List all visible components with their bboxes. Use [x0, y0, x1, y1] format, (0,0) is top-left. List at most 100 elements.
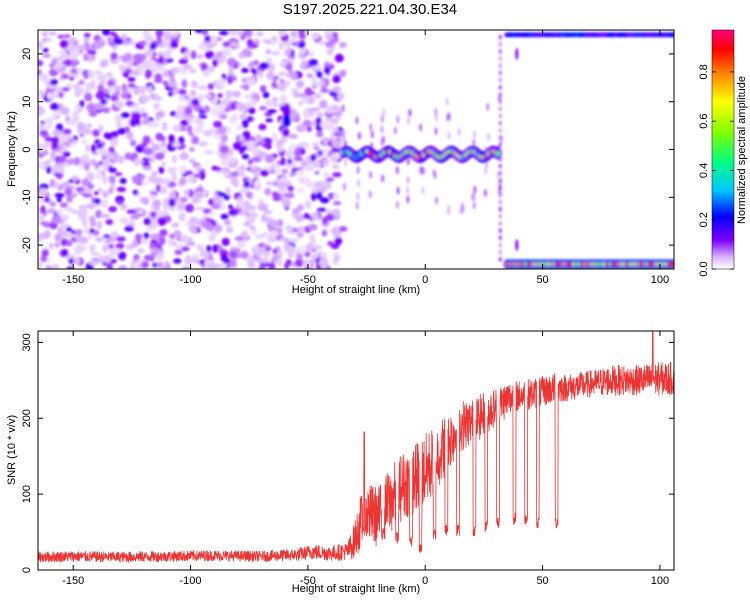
heatmap-cell [128, 39, 135, 46]
heatmap-cell [93, 40, 103, 50]
heatmap-cell [227, 204, 234, 210]
heatmap-cell [151, 143, 161, 152]
colorbar-tick-label: 0.6 [698, 114, 710, 129]
heatmap-cell [325, 106, 334, 115]
heatmap-cell [219, 153, 229, 160]
heatmap-cell [228, 64, 234, 73]
heatmap-cell [472, 138, 476, 147]
heatmap-cell [110, 95, 118, 101]
heatmap-cell [38, 199, 45, 205]
heatmap-cell [483, 189, 487, 197]
heatmap-cell [294, 112, 300, 120]
heatmap-cell [109, 31, 117, 37]
heatmap-cell [78, 79, 85, 86]
heatmap-cell [170, 68, 177, 75]
heatmap-cell [237, 30, 243, 37]
heatmap-cell [132, 53, 143, 62]
heatmap-cell [275, 140, 285, 146]
heatmap-cell [202, 69, 210, 78]
heatmap-cell [231, 113, 238, 122]
heatmap-cell [669, 32, 674, 38]
heatmap-cell [264, 187, 272, 196]
heatmap-cell [244, 101, 252, 109]
heatmap-cell [304, 200, 312, 209]
heatmap-cell [287, 185, 294, 192]
heatmap-cell [162, 50, 172, 59]
heatmap-cell [172, 31, 179, 38]
heatmap-cell [59, 202, 68, 208]
heatmap-cell [325, 213, 335, 222]
heatmap-cell [108, 175, 116, 184]
heatmap-cells [38, 30, 674, 269]
heatmap-cell [130, 260, 138, 265]
heatmap-cell [88, 172, 95, 182]
heatmap-cell [314, 170, 320, 175]
heatmap-cell [333, 126, 339, 133]
heatmap-cell [38, 90, 43, 98]
heatmap-cell [125, 100, 134, 107]
heatmap-cell [281, 198, 291, 208]
heatmap-cell [82, 217, 88, 227]
heatmap-cell [181, 266, 191, 269]
heatmap-cell [325, 209, 333, 215]
heatmap-cell [126, 209, 137, 215]
heatmap-cell [88, 54, 94, 63]
heatmap-cell [119, 64, 126, 73]
heatmap-cell [82, 129, 93, 135]
heatmap-cell [211, 97, 218, 105]
heatmap-cell [106, 263, 113, 269]
heatmap-cell [241, 67, 249, 74]
heatmap-cell [300, 97, 309, 104]
heatmap-cell [65, 115, 71, 122]
heatmap-cell [80, 157, 90, 163]
heatmap-cell [298, 92, 308, 98]
heatmap-cell [311, 142, 320, 148]
heatmap-cell [247, 158, 253, 165]
heatmap-cell [313, 244, 323, 251]
heatmap-cell [225, 90, 233, 99]
heatmap-cell [66, 240, 73, 247]
heatmap-cell [271, 96, 279, 103]
heatmap-cell [280, 61, 288, 67]
heatmap-cell [143, 217, 152, 226]
heatmap-cell [97, 71, 104, 78]
snr-x-label: Height of straight line (km) [292, 583, 420, 595]
heatmap-cell [380, 137, 384, 146]
heatmap-cell [178, 136, 185, 145]
heatmap-cell [332, 172, 342, 178]
heatmap-cell [321, 230, 328, 237]
heatmap-cell [305, 164, 314, 172]
heatmap-cell [252, 60, 260, 66]
heatmap-cell [204, 35, 213, 42]
heatmap-cell [279, 237, 289, 242]
heatmap-cell [393, 126, 397, 135]
heatmap-cell [163, 197, 169, 206]
heatmap-cell [284, 49, 292, 57]
heatmap-cell [114, 90, 121, 96]
heatmap-cell [124, 225, 134, 232]
heatmap-cell [275, 181, 286, 189]
heatmap-cell [220, 158, 230, 167]
heatmap-cell [287, 133, 298, 139]
heatmap-cell [472, 192, 476, 201]
heatmap-cell [183, 189, 190, 197]
heatmap-cell [498, 63, 502, 69]
heatmap-cell [243, 50, 253, 58]
heatmap-cell [303, 213, 310, 219]
heatmap-cell [85, 82, 93, 90]
heatmap-cell [64, 233, 74, 239]
heatmap-cell [50, 151, 57, 159]
heatmap-cell [264, 112, 271, 117]
heatmap-cell [132, 189, 139, 196]
heatmap-cell [210, 35, 218, 43]
heatmap-cell [239, 188, 250, 194]
heatmap-cell [295, 124, 306, 133]
heatmap-cell [290, 108, 297, 115]
heatmap-cell [188, 216, 198, 225]
heatmap-cell [90, 79, 96, 85]
heatmap-cell [144, 49, 154, 58]
heatmap-cell [294, 258, 305, 267]
heatmap-cell [150, 220, 158, 230]
heatmap-cell [84, 144, 91, 153]
heatmap-cell [369, 123, 373, 132]
